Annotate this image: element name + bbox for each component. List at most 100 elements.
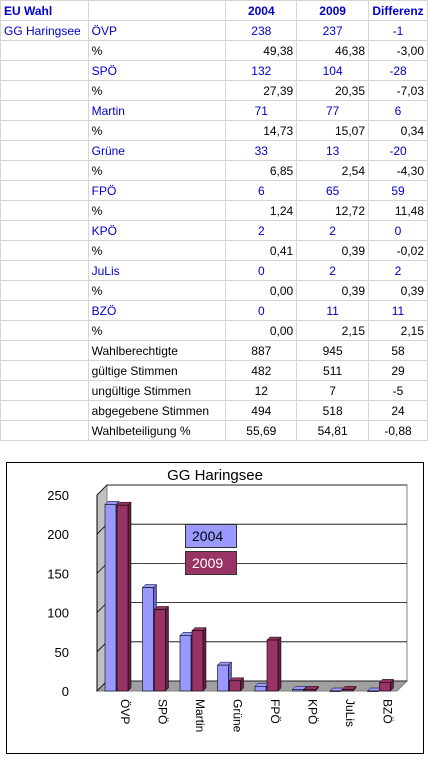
percent-diff[interactable]: -7,03	[368, 80, 428, 101]
percent-diff[interactable]: 0,39	[368, 280, 428, 301]
percent-label[interactable]: %	[87, 80, 227, 101]
votes-2004[interactable]: 33	[225, 140, 298, 161]
votes-diff[interactable]: -1	[368, 20, 428, 41]
votes-diff[interactable]: 0	[368, 220, 428, 241]
votes-2004[interactable]: 238	[225, 20, 298, 41]
votes-diff[interactable]: 6	[368, 100, 428, 121]
percent-label[interactable]: %	[87, 160, 227, 181]
summary-diff[interactable]: 58	[368, 340, 428, 361]
percent-label[interactable]: %	[87, 280, 227, 301]
empty-cell[interactable]	[0, 280, 89, 301]
votes-2009[interactable]: 77	[296, 100, 370, 121]
percent-diff[interactable]: -4,30	[368, 160, 428, 181]
summary-2004[interactable]: 55,69	[225, 420, 298, 441]
percent-label[interactable]: %	[87, 320, 227, 341]
summary-2004[interactable]: 482	[225, 360, 298, 381]
municipality-cell[interactable]	[0, 60, 89, 81]
empty-cell[interactable]	[0, 360, 89, 381]
percent-2009[interactable]: 15,07	[296, 120, 370, 141]
summary-label[interactable]: abgegebene Stimmen	[87, 400, 227, 421]
votes-diff[interactable]: 11	[368, 300, 428, 321]
percent-2004[interactable]: 27,39	[225, 80, 298, 101]
votes-2004[interactable]: 71	[225, 100, 298, 121]
empty-cell[interactable]	[0, 80, 89, 101]
header-2004[interactable]: 2004	[225, 0, 298, 21]
party-name[interactable]: BZÖ	[87, 300, 227, 321]
votes-2009[interactable]: 13	[296, 140, 370, 161]
percent-2009[interactable]: 0,39	[296, 280, 370, 301]
summary-2009[interactable]: 54,81	[296, 420, 370, 441]
percent-2009[interactable]: 2,54	[296, 160, 370, 181]
votes-2004[interactable]: 6	[225, 180, 298, 201]
summary-2009[interactable]: 7	[296, 380, 370, 401]
summary-2009[interactable]: 511	[296, 360, 370, 381]
percent-2004[interactable]: 0,00	[225, 280, 298, 301]
percent-label[interactable]: %	[87, 120, 227, 141]
votes-2009[interactable]: 2	[296, 220, 370, 241]
percent-diff[interactable]: 0,34	[368, 120, 428, 141]
percent-2004[interactable]: 1,24	[225, 200, 298, 221]
summary-diff[interactable]: 29	[368, 360, 428, 381]
percent-2004[interactable]: 6,85	[225, 160, 298, 181]
municipality-cell[interactable]	[0, 180, 89, 201]
empty-cell[interactable]	[0, 340, 89, 361]
summary-2004[interactable]: 12	[225, 380, 298, 401]
empty-cell[interactable]	[0, 160, 89, 181]
votes-2009[interactable]: 2	[296, 260, 370, 281]
summary-2009[interactable]: 945	[296, 340, 370, 361]
summary-label[interactable]: Wahlberechtigte	[87, 340, 227, 361]
votes-2004[interactable]: 0	[225, 300, 298, 321]
empty-cell[interactable]	[0, 200, 89, 221]
party-name[interactable]: Grüne	[87, 140, 227, 161]
percent-label[interactable]: %	[87, 240, 227, 261]
percent-2009[interactable]: 2,15	[296, 320, 370, 341]
municipality-cell[interactable]: GG Haringsee	[0, 20, 89, 41]
municipality-cell[interactable]	[0, 300, 89, 321]
percent-label[interactable]: %	[87, 40, 227, 61]
municipality-cell[interactable]	[0, 220, 89, 241]
percent-2004[interactable]: 49,38	[225, 40, 298, 61]
percent-label[interactable]: %	[87, 200, 227, 221]
header-title[interactable]: EU Wahl	[0, 0, 89, 21]
empty-cell[interactable]	[0, 40, 89, 61]
empty-cell[interactable]	[0, 400, 89, 421]
municipality-cell[interactable]	[0, 260, 89, 281]
votes-2004[interactable]: 0	[225, 260, 298, 281]
summary-label[interactable]: gültige Stimmen	[87, 360, 227, 381]
empty-cell[interactable]	[0, 120, 89, 141]
percent-2009[interactable]: 46,38	[296, 40, 370, 61]
votes-2009[interactable]: 65	[296, 180, 370, 201]
party-name[interactable]: JuLis	[87, 260, 227, 281]
empty-cell[interactable]	[0, 380, 89, 401]
summary-2004[interactable]: 887	[225, 340, 298, 361]
votes-2009[interactable]: 237	[296, 20, 370, 41]
votes-diff[interactable]: 2	[368, 260, 428, 281]
votes-diff[interactable]: -20	[368, 140, 428, 161]
header-empty[interactable]	[87, 0, 227, 21]
percent-diff[interactable]: -0,02	[368, 240, 428, 261]
empty-cell[interactable]	[0, 320, 89, 341]
percent-2009[interactable]: 20,35	[296, 80, 370, 101]
percent-2009[interactable]: 0,39	[296, 240, 370, 261]
summary-2009[interactable]: 518	[296, 400, 370, 421]
percent-2009[interactable]: 12,72	[296, 200, 370, 221]
summary-label[interactable]: Wahlbeteiligung %	[87, 420, 227, 441]
party-name[interactable]: Martin	[87, 100, 227, 121]
votes-2004[interactable]: 132	[225, 60, 298, 81]
votes-2004[interactable]: 2	[225, 220, 298, 241]
header-diff[interactable]: Differenz	[368, 0, 428, 21]
votes-diff[interactable]: -28	[368, 60, 428, 81]
party-name[interactable]: FPÖ	[87, 180, 227, 201]
percent-2004[interactable]: 0,00	[225, 320, 298, 341]
empty-cell[interactable]	[0, 420, 89, 441]
votes-diff[interactable]: 59	[368, 180, 428, 201]
summary-label[interactable]: ungültige Stimmen	[87, 380, 227, 401]
summary-diff[interactable]: -0,88	[368, 420, 428, 441]
percent-diff[interactable]: 11,48	[368, 200, 428, 221]
party-name[interactable]: KPÖ	[87, 220, 227, 241]
party-name[interactable]: SPÖ	[87, 60, 227, 81]
summary-diff[interactable]: 24	[368, 400, 428, 421]
percent-diff[interactable]: 2,15	[368, 320, 428, 341]
summary-diff[interactable]: -5	[368, 380, 428, 401]
header-2009[interactable]: 2009	[296, 0, 370, 21]
